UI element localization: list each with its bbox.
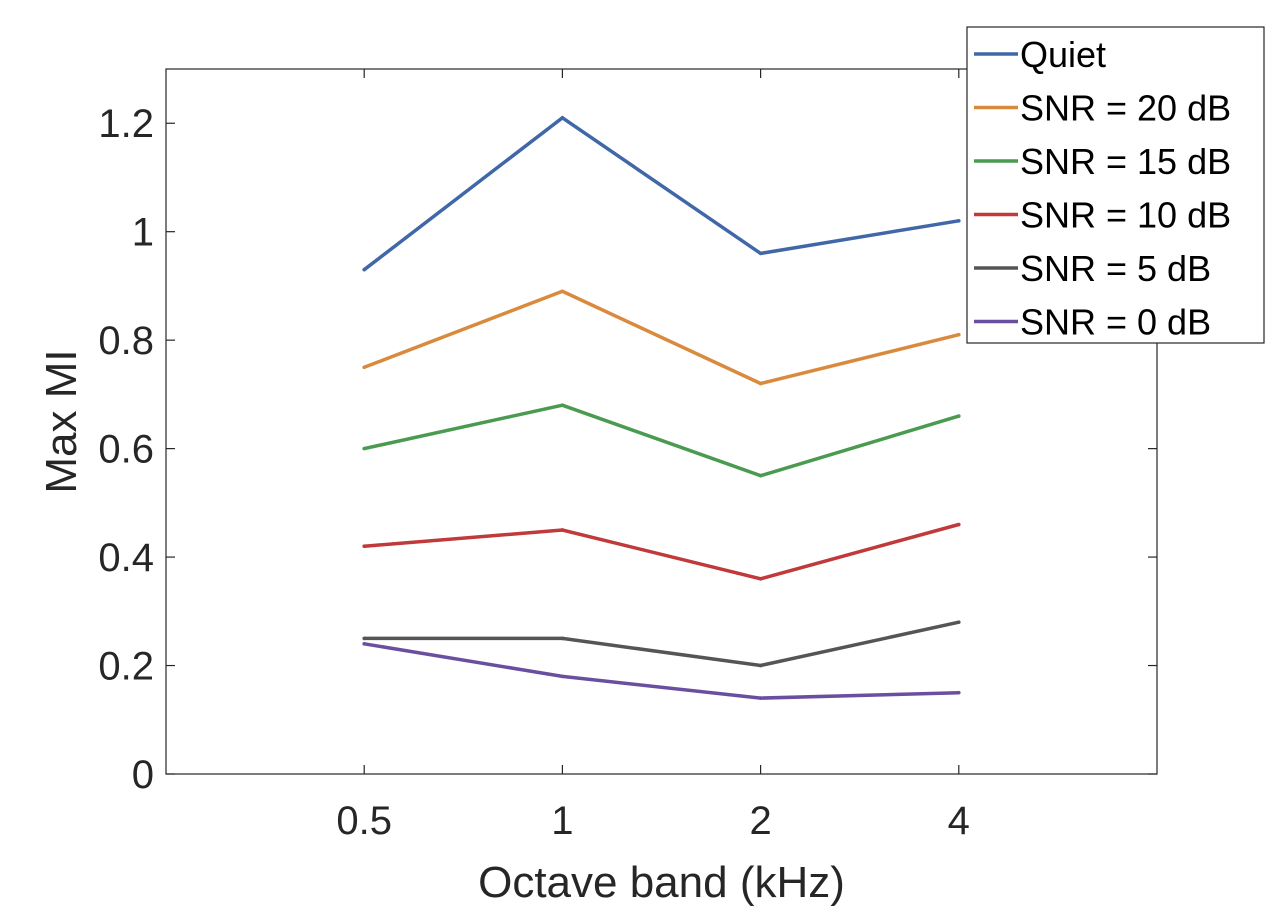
data-point [560, 289, 565, 294]
data-point [560, 116, 565, 120]
y-tick-label: 1 [132, 211, 154, 255]
series-lines [362, 115, 961, 700]
y-tick-label: 0.8 [98, 319, 154, 363]
series-line [363, 289, 960, 386]
data-point [758, 576, 763, 581]
y-tick-label: 0 [132, 753, 154, 797]
y-tick-label: 1.2 [98, 102, 154, 146]
data-point [362, 446, 367, 451]
data-point [758, 381, 763, 386]
series-line [363, 115, 960, 272]
legend: Quiet SNR = 20 dB SNR = 15 dB SNR = 10 dB SN… [966, 26, 1265, 344]
data-point [758, 663, 763, 668]
legend-box [966, 26, 1265, 344]
legend-label: SNR = 0 dB [1020, 302, 1211, 343]
series-line [363, 403, 960, 478]
data-point [957, 690, 961, 695]
data-point [362, 642, 367, 646]
y-tick-label: 0.2 [98, 645, 154, 689]
plot-frame [165, 68, 1158, 775]
y-tick-label: 0.4 [98, 536, 154, 580]
data-point [957, 620, 961, 624]
series-line [364, 620, 960, 668]
data-point [362, 544, 367, 549]
y-tick-label: 0.6 [98, 428, 154, 472]
data-point [758, 251, 763, 256]
x-tick-label: 0.5 [336, 799, 392, 843]
legend-label: SNR = 20 dB [1020, 88, 1231, 129]
data-point [362, 365, 367, 370]
data-point [560, 403, 565, 408]
data-point [560, 636, 565, 641]
data-point [560, 674, 565, 679]
data-point [957, 219, 961, 223]
x-tick-label: 4 [948, 799, 970, 843]
legend-label: SNR = 10 dB [1020, 195, 1231, 236]
data-point [758, 696, 763, 700]
data-point [362, 267, 367, 272]
data-point [957, 332, 961, 337]
series-line [364, 522, 960, 581]
axes: 0 0.2 0.4 0.6 0.8 1 1.2 0.5 1 2 4 Octave band (kHz)… [37, 68, 1158, 907]
legend-label: Quiet [1020, 34, 1106, 75]
data-point [362, 636, 367, 641]
legend-label: SNR = 15 dB [1020, 141, 1231, 182]
data-point [957, 414, 961, 418]
data-point [957, 522, 961, 527]
x-axis-label: Octave band (kHz) [478, 858, 845, 907]
series-line [363, 642, 959, 700]
data-point [560, 528, 565, 532]
x-tick-label: 2 [749, 799, 771, 843]
y-axis-label: Max MI [37, 349, 86, 493]
x-tick-label: 1 [551, 799, 573, 843]
data-point [758, 473, 763, 478]
legend-label: SNR = 5 dB [1020, 248, 1211, 289]
